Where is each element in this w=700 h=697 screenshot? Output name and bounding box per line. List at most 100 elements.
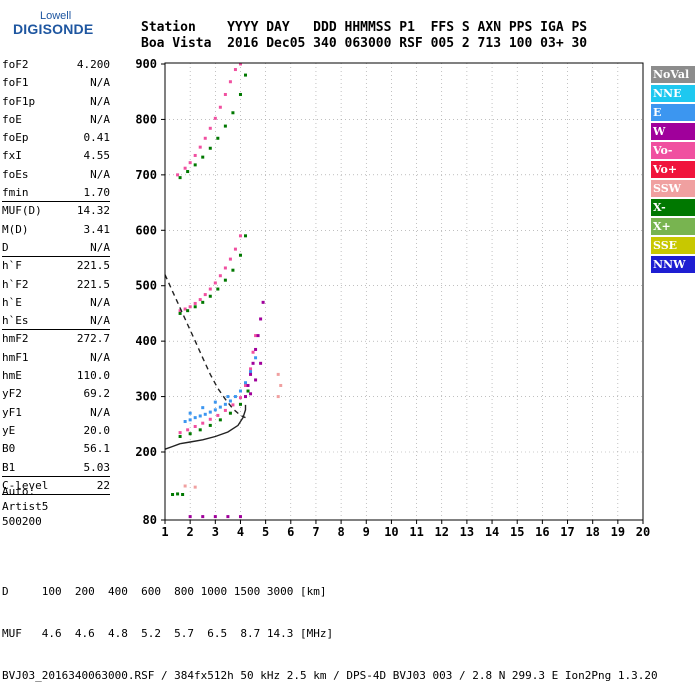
scaled-parameters: foF2 4.200 foF1 N/A foF1p N/A foE N/A foEp 0.41 fx… xyxy=(2,56,111,496)
x-tick-label: 11 xyxy=(409,525,423,539)
param-name: foF1p xyxy=(2,94,36,108)
param-separator xyxy=(2,475,110,477)
echo-point xyxy=(208,423,212,427)
x-tick-label: 18 xyxy=(585,525,599,539)
echo-point xyxy=(176,492,180,496)
header-labels: Station YYYY DAY DDD HHMMSS P1 FFS S AXN… xyxy=(141,20,588,35)
echo-point xyxy=(226,515,230,519)
echo-point xyxy=(223,408,227,412)
x-tick-label: 12 xyxy=(435,525,449,539)
param-row: yE 20.0 xyxy=(2,422,110,440)
legend-item: NNW xyxy=(651,256,695,273)
y-tick-label: 900 xyxy=(135,57,157,71)
plot-frame xyxy=(164,62,644,521)
param-row: fxI 4.55 xyxy=(2,147,110,165)
param-value: N/A xyxy=(90,350,110,364)
legend-item: X+ xyxy=(651,218,695,235)
x-tick-label: 10 xyxy=(384,525,398,539)
direction-legend: NoVal NNE E W Vo- Vo+ SSW X- X+ SSE NNW xyxy=(651,66,695,275)
echo-point xyxy=(188,418,192,422)
param-name: foEp xyxy=(2,131,29,145)
param-name: M(D) xyxy=(2,222,29,236)
echo-point xyxy=(233,247,237,251)
echo-point xyxy=(238,234,242,238)
x-tick-label: 15 xyxy=(510,525,524,539)
echo-point xyxy=(238,515,242,519)
echo-point xyxy=(201,155,205,159)
param-value: N/A xyxy=(90,76,110,90)
echo-point xyxy=(276,395,280,399)
echo-point xyxy=(228,399,232,403)
param-row: hmF2 272.7 xyxy=(2,330,110,348)
echo-point xyxy=(203,412,207,416)
echo-point xyxy=(249,392,253,396)
echo-point xyxy=(218,274,222,278)
legend-item: NNE xyxy=(651,85,695,102)
echo-point xyxy=(244,395,248,399)
echo-point xyxy=(193,425,197,429)
echo-point xyxy=(201,515,205,519)
param-name: fmin xyxy=(2,186,29,200)
param-value: 56.1 xyxy=(83,442,111,456)
param-value: 272.7 xyxy=(76,332,110,346)
logo-lowell: Lowell xyxy=(40,10,72,22)
echo-point xyxy=(178,431,182,435)
echo-point xyxy=(251,350,255,354)
param-value: N/A xyxy=(90,94,110,108)
echo-point xyxy=(193,153,197,157)
param-value: N/A xyxy=(90,112,110,126)
echo-point xyxy=(223,266,227,270)
echo-point xyxy=(193,416,197,420)
param-row: hmF1 N/A xyxy=(2,349,110,367)
param-row: h`Es N/A xyxy=(2,312,110,330)
echo-point xyxy=(178,311,182,315)
param-row: yF1 N/A xyxy=(2,404,110,422)
echo-point xyxy=(213,400,217,404)
x-tick-label: 4 xyxy=(237,525,244,539)
x-tick-label: 1 xyxy=(161,525,168,539)
echo-point xyxy=(244,381,248,385)
echo-point xyxy=(244,383,248,387)
echo-point xyxy=(193,301,197,305)
echo-point xyxy=(216,287,220,291)
y-tick-label: 500 xyxy=(135,279,157,293)
param-separator xyxy=(2,256,110,258)
echo-point xyxy=(188,161,192,165)
echo-point xyxy=(208,126,212,130)
echo-point xyxy=(238,253,242,257)
echo-point xyxy=(231,268,235,272)
echo-point xyxy=(213,408,217,412)
echo-point xyxy=(193,305,197,309)
data-points xyxy=(171,62,283,519)
param-name: hmE xyxy=(2,369,22,383)
param-row: B0 56.1 xyxy=(2,440,110,458)
y-axis-ticks: 80 200 300 400 500 600 700 800 900 xyxy=(135,57,165,527)
param-value: 4.55 xyxy=(83,149,111,163)
logo-digisonde: DIGISONDE xyxy=(13,21,94,37)
echo-point xyxy=(231,403,235,407)
echo-point xyxy=(228,257,232,261)
param-value: N/A xyxy=(90,314,110,328)
param-name: hmF2 xyxy=(2,332,29,346)
echo-point xyxy=(279,383,283,387)
echo-point xyxy=(188,432,192,436)
echo-point xyxy=(201,300,205,304)
echo-point xyxy=(216,413,220,417)
echo-point xyxy=(261,300,265,304)
echo-point xyxy=(188,305,192,309)
param-value: 1.70 xyxy=(83,186,111,200)
param-row: C-level 22 xyxy=(2,477,110,495)
x-tick-label: 13 xyxy=(460,525,474,539)
echo-point xyxy=(216,136,220,140)
param-row: foF1 N/A xyxy=(2,74,110,92)
x-tick-label: 5 xyxy=(262,525,269,539)
echo-point xyxy=(183,420,187,424)
profile-curve xyxy=(164,274,246,419)
echo-point xyxy=(259,317,263,321)
legend-item: Vo+ xyxy=(651,161,695,178)
echo-point xyxy=(246,389,250,393)
footer: D 100 200 400 600 800 1000 1500 3000 [km… xyxy=(2,557,658,697)
x-tick-label: 20 xyxy=(636,525,650,539)
echo-point xyxy=(244,234,248,238)
echo-point xyxy=(231,111,235,115)
